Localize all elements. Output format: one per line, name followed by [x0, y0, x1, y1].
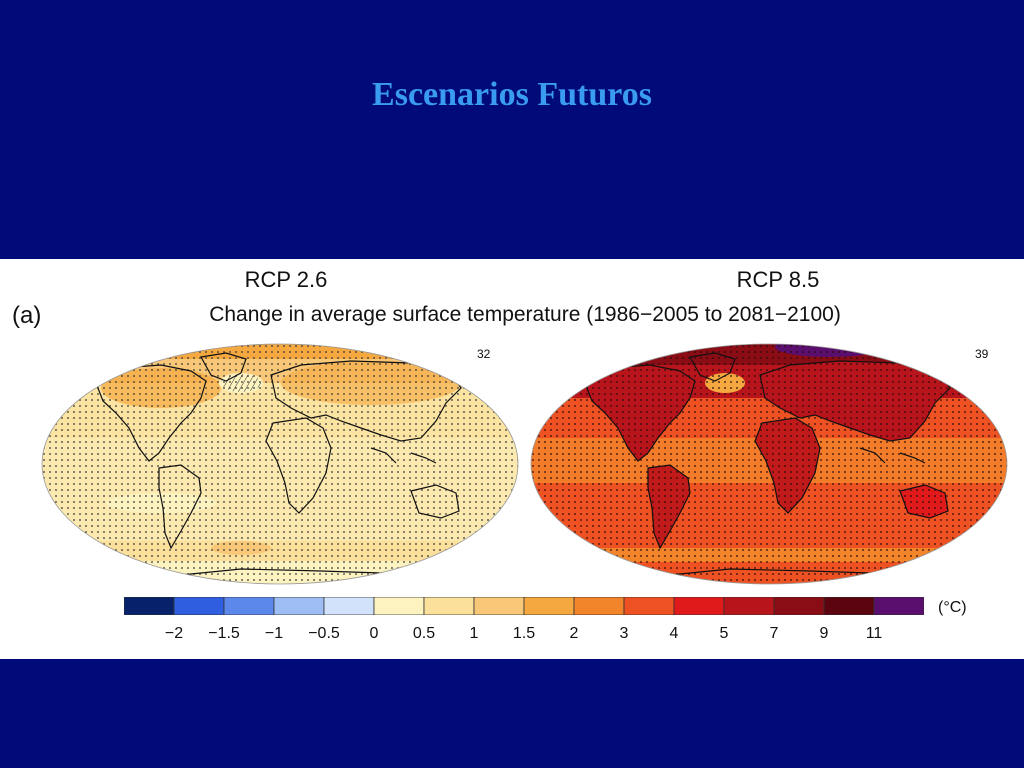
model-count-rcp26: 32: [477, 347, 491, 361]
colorbar-swatch: [523, 597, 575, 615]
colorbar-tick-label: −1.5: [208, 625, 240, 642]
colorbar-tick-label: −1: [264, 625, 284, 642]
figure: (a) RCP 2.6 RCP 8.5 Change in average su…: [0, 259, 1024, 659]
slide-title: Escenarios Futuros: [372, 76, 652, 113]
colorbar-tick-label: 2: [569, 625, 579, 642]
colorbar-swatch: [373, 597, 425, 615]
colorbar-swatch: [323, 597, 375, 615]
colorbar-tick-label: 5: [719, 625, 729, 642]
map-rcp26: [41, 343, 519, 585]
panel-title-rcp26: RCP 2.6: [244, 267, 328, 292]
colorbar-swatch: [124, 597, 175, 615]
colorbar-swatch: [473, 597, 525, 615]
panel-title-rcp85: RCP 8.5: [736, 267, 820, 292]
colorbar-swatch: [773, 597, 825, 615]
colorbar-tick-label: 1: [469, 625, 479, 642]
colorbar-tick-label: 0: [369, 625, 379, 642]
colorbar-tick-label: 4: [669, 625, 679, 642]
colorbar-swatch: [273, 597, 325, 615]
colorbar-swatch: [623, 597, 675, 615]
model-count-rcp85: 39: [975, 347, 989, 361]
colorbar-tick-label: −2: [164, 625, 184, 642]
colorbar-tick-label: 1.5: [512, 625, 536, 642]
colorbar-tick-label: 0.5: [412, 625, 436, 642]
colorbar-swatch: [223, 597, 275, 615]
colorbar-tick-label: 7: [769, 625, 779, 642]
colorbar-tick-label: 3: [619, 625, 629, 642]
panel-letter: (a): [12, 302, 42, 329]
figure-subtitle: Change in average surface temperature (1…: [209, 303, 841, 326]
map-rcp85: [530, 343, 1008, 585]
colorbar-swatch: [873, 597, 924, 615]
colorbar-unit: (°C): [938, 599, 967, 616]
colorbar-swatch: [423, 597, 475, 615]
colorbar-swatch: [673, 597, 725, 615]
colorbar-swatch: [723, 597, 775, 615]
colorbar-tick-label: −0.5: [308, 625, 340, 642]
colorbar-swatch: [573, 597, 625, 615]
colorbar-swatch: [173, 597, 225, 615]
colorbar-swatch: [823, 597, 875, 615]
colorbar: [124, 597, 924, 615]
colorbar-tick-label: 11: [865, 625, 883, 642]
colorbar-tick-label: 9: [819, 625, 829, 642]
